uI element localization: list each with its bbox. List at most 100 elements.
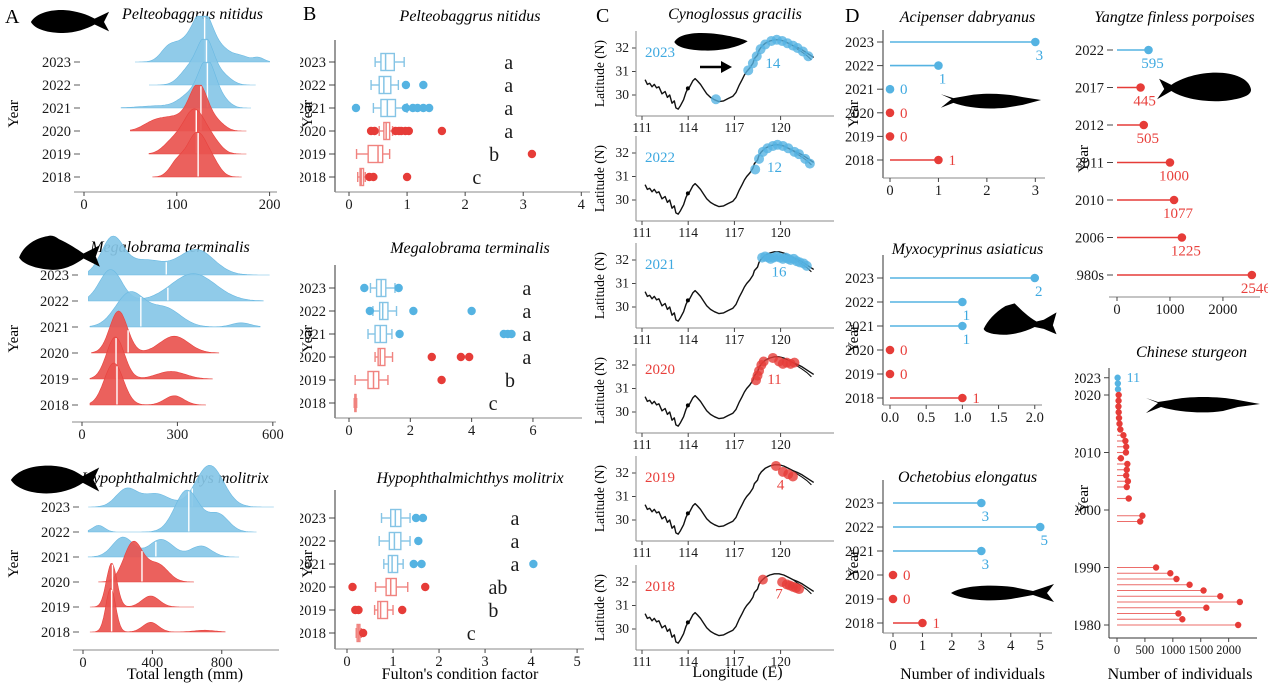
tick-label: 0 <box>78 427 85 443</box>
year-tick-label: 2021 <box>300 327 326 343</box>
chart-map-2021: 111 114 117 120 32 31 30 2021 16 <box>590 212 845 344</box>
significance-letter: b <box>489 144 499 166</box>
year-tick-label: 2018 <box>300 170 326 186</box>
outlier-point <box>365 306 375 316</box>
flow-direction-arrow-icon <box>700 61 732 73</box>
latitude-axis-label-6: Latitude (N) <box>592 574 607 642</box>
lollipop-point <box>1115 409 1122 416</box>
tick-label: 117 <box>725 437 745 449</box>
lollipop-point <box>958 297 967 307</box>
chart-title: Megalobrama terminalis <box>390 240 550 257</box>
density-ridge <box>87 536 240 558</box>
value-label: 2 <box>1035 284 1043 300</box>
tick-label: 2 <box>983 183 990 199</box>
outlier-point <box>354 605 363 615</box>
year-axis-label-a3: Year <box>6 550 22 578</box>
lollipop-point <box>1234 621 1242 629</box>
chart-lollipop-porpoises: Yangtze finless porpoises 0 1000 2000 2022 59… <box>1075 0 1268 330</box>
tick-label: 30 <box>616 404 630 419</box>
year-axis-label-d1: Year <box>846 100 862 128</box>
lollipop-point <box>888 570 898 580</box>
year-tick-label: 2021 <box>300 101 326 117</box>
density-ridge <box>89 336 213 380</box>
tick-label: 111 <box>632 654 651 669</box>
significance-letter: ab <box>488 577 507 599</box>
tick-label: 111 <box>632 225 651 237</box>
lollipop-point <box>1247 270 1257 280</box>
year-tick-label: 2000 <box>1075 503 1101 519</box>
year-tick-label: 2022 <box>42 78 71 94</box>
year-tick-label: 2022 <box>845 520 874 536</box>
lollipop-point <box>1139 120 1149 130</box>
density-ridge <box>87 489 257 533</box>
year-tick-label: 2006 <box>1075 231 1104 247</box>
outlier-point <box>456 352 466 362</box>
tick-label: 111 <box>632 437 651 449</box>
tick-label: 111 <box>632 545 651 557</box>
lollipop-point <box>977 498 986 508</box>
latitude-axis-label-5: Latitude (N) <box>592 465 607 533</box>
year-tick-label: 2019 <box>40 372 69 388</box>
value-label: 0 <box>900 367 908 383</box>
density-ridge <box>91 310 220 354</box>
map-2022-svg: 111 114 117 120 32 31 30 2022 12 <box>616 136 834 237</box>
year-tick-label: 2023 <box>1075 371 1101 387</box>
tick-label: 1.5 <box>990 410 1008 426</box>
outlier-point <box>360 283 369 293</box>
tick-label: 2 <box>435 654 442 670</box>
map-count-label: 11 <box>767 372 781 388</box>
year-tick-label: 2021 <box>42 101 71 117</box>
map-year-label: 2020 <box>645 362 675 378</box>
tick-label: 120 <box>770 437 791 449</box>
chart-lollipop-ochetobius: Ochetobius elongatus 0 1 2 3 4 5 2023 3 2022 5 2021… <box>845 450 1075 687</box>
chinese-sturgeon-icon <box>1146 397 1260 413</box>
tick-label: 3 <box>481 654 488 670</box>
lollipop-point <box>888 594 898 604</box>
year-tick-label: 2023 <box>41 500 70 516</box>
lollipop-myxocyprinus-svg: 0.0 0.5 1.0 1.5 2.0 2023 2 2022 1 2021 1 2020 0 2019 0… <box>845 255 1044 426</box>
year-tick-label: 2022 <box>300 304 326 320</box>
tick-label: 111 <box>632 332 651 344</box>
tick-label: 31 <box>616 598 630 613</box>
tick-label: 1.0 <box>953 410 971 426</box>
occurrence-point <box>804 158 815 169</box>
chart-title: Megalobrama terminalis <box>90 239 250 256</box>
tick-label: 31 <box>616 276 630 291</box>
lollipop-point <box>1115 414 1123 422</box>
year-tick-label: 2021 <box>845 319 874 335</box>
tick-label: 400 <box>142 655 164 671</box>
year-tick-label: 2019 <box>42 147 71 163</box>
chart-title: Yangtze finless porpoises <box>1094 9 1255 26</box>
value-label: 3 <box>982 509 990 525</box>
tick-label: 120 <box>770 225 791 237</box>
chart-map-2023: Cynoglossus gracilis 111 114 117 120 32 31 30 20… <box>590 0 845 132</box>
outlier-point <box>402 172 412 182</box>
tick-label: 0.0 <box>881 410 899 426</box>
fulton-axis-label: Fulton's condition factor <box>381 666 539 683</box>
lollipop-point <box>1114 374 1121 381</box>
chart-box-hypophthalmichthys: Hypophthalmichthys molitrix 0 1 2 3 4 5 2023 a 20… <box>300 450 590 687</box>
outlier-point <box>529 559 538 569</box>
city-marker <box>685 298 690 303</box>
lollipop-point <box>1144 45 1153 55</box>
ridge-pelteobagrus-svg: 0 100 200 2023 2022 2021 2020 2019 2018 <box>42 15 280 213</box>
tick-label: 600 <box>262 427 284 443</box>
lollipop-point <box>1123 483 1130 491</box>
lollipop-point <box>1115 391 1122 399</box>
panel-label-a: A <box>5 6 20 28</box>
tick-label: 114 <box>678 332 698 344</box>
lollipop-point <box>1115 397 1122 404</box>
lollipop-point <box>1125 495 1132 502</box>
tick-label: 0 <box>1113 302 1120 318</box>
lollipop-point <box>1167 570 1174 577</box>
year-axis-label-b2: Year <box>300 325 316 353</box>
year-tick-label: 2023 <box>845 35 874 51</box>
river-course <box>644 464 815 535</box>
panel-label-b: B <box>303 3 317 25</box>
tick-label: 120 <box>770 332 791 344</box>
lollipop-point <box>1217 593 1224 600</box>
chart-title: Chinese sturgeon <box>1136 344 1247 361</box>
year-tick-label: 2021 <box>41 550 70 566</box>
chart-lollipop-acipenser: Acipenser dabryanus 0 1 2 3 2023 3 2022 1 2021 0 20… <box>845 0 1075 225</box>
significance-letter: a <box>522 324 531 346</box>
